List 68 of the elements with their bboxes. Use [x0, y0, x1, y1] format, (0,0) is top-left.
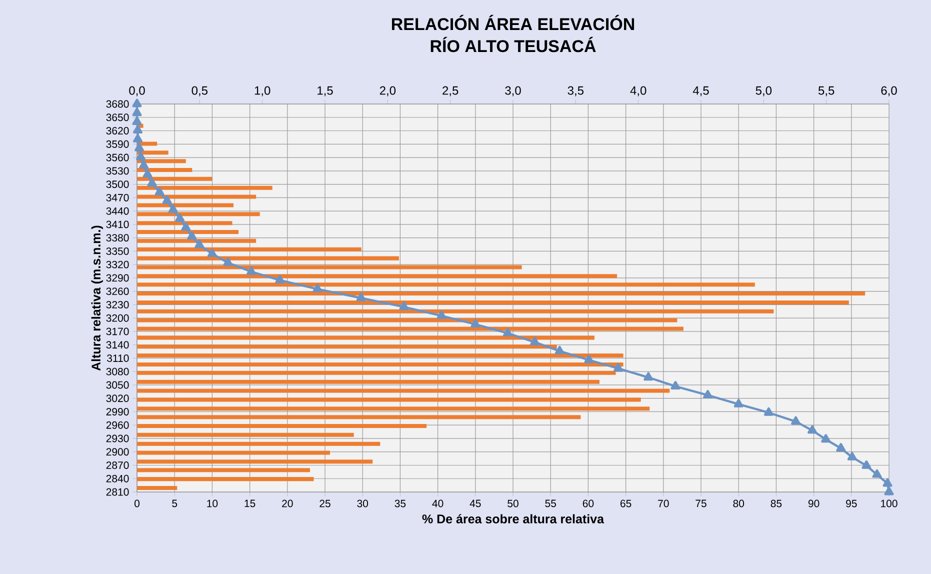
x2-tick-label: 2,5: [442, 86, 458, 96]
y-tick-label: 3320: [106, 260, 129, 268]
x-tick-label: 0: [134, 500, 140, 508]
y-tick-label: 2990: [106, 408, 129, 416]
x-tick-label: 20: [282, 500, 293, 508]
x-tick-label: 55: [545, 500, 556, 508]
x-tick-label: 30: [357, 500, 368, 508]
y-tick-label: 3680: [106, 100, 129, 108]
x2-tick-label: 4,0: [630, 86, 646, 96]
x2-tick-label: 5,0: [756, 86, 772, 96]
y-tick-label: 3140: [106, 341, 129, 349]
x-tick-label: 25: [320, 500, 330, 508]
x2-tick-label: 4,5: [692, 86, 709, 96]
y-tick-label: 2900: [106, 448, 129, 456]
x2-tick-label: 1,0: [254, 86, 270, 96]
y-tick-label: 2870: [106, 462, 129, 469]
y-tick-label: 3290: [106, 274, 129, 282]
chart-subtitle: RÍO ALTO TEUSACÁ: [430, 36, 596, 52]
y-tick-label: 3650: [106, 114, 129, 122]
x-tick-label: 100: [881, 500, 898, 508]
x2-tick-label: 0,0: [129, 86, 145, 96]
y-tick-label: 3440: [106, 207, 129, 215]
x-tick-label: 45: [470, 500, 481, 508]
chart-title: RELACIÓN ÁREA ELEVACIÓN: [392, 14, 634, 30]
y-tick-label: 3200: [106, 314, 129, 322]
y-tick-label: 3110: [107, 354, 129, 362]
y-axis-title: Altura relativa (m.s.n.m.): [91, 226, 103, 371]
y-tick-label: 3230: [106, 300, 129, 308]
y-tick-label: 2960: [106, 421, 129, 429]
x-tick-label: 5: [172, 500, 178, 508]
x-tick-label: 65: [620, 500, 632, 508]
y-tick-label: 2930: [106, 434, 129, 442]
x2-tick-label: 5,5: [818, 86, 834, 96]
x-tick-label: 80: [733, 500, 744, 508]
x-tick-label: 50: [508, 500, 518, 508]
y-tick-label: 3530: [106, 167, 129, 175]
x-tick-label: 95: [846, 500, 857, 508]
y-tick-label: 3410: [106, 220, 129, 228]
x2-tick-label: 1,5: [318, 86, 333, 96]
x-tick-label: 35: [394, 500, 406, 508]
x-axis-title: % De área sobre altura relativa: [422, 514, 604, 524]
x-tick-label: 40: [432, 500, 444, 508]
x-tick-label: 90: [808, 500, 820, 508]
y-tick-label: 3350: [106, 247, 129, 255]
x-tick-label: 10: [207, 500, 218, 508]
x-tick-label: 70: [658, 500, 669, 508]
y-tick-label: 3560: [106, 154, 129, 162]
x-tick-label: 85: [770, 500, 782, 508]
y-tick-label: 3050: [106, 381, 129, 389]
x-tick-label: 75: [696, 500, 706, 508]
x2-tick-label: 0,5: [192, 86, 208, 96]
x-tick-label: 15: [244, 500, 256, 508]
y-tick-label: 3020: [106, 394, 129, 402]
x2-tick-label: 3,0: [505, 86, 521, 96]
x2-tick-label: 2,0: [380, 86, 396, 96]
y-tick-label: 3590: [106, 140, 129, 148]
y-tick-label: 3380: [106, 234, 129, 242]
y-tick-label: 2840: [106, 474, 129, 482]
y-tick-label: 3080: [106, 368, 129, 376]
y-tick-label: 3620: [106, 127, 129, 134]
y-tick-label: 2810: [106, 488, 129, 496]
y-tick-label: 3260: [106, 288, 129, 296]
x-tick-label: 60: [582, 500, 594, 508]
y-tick-label: 3500: [106, 180, 129, 188]
y-tick-label: 3470: [106, 194, 129, 202]
x2-tick-label: 6,0: [881, 86, 897, 96]
x2-tick-label: 3,5: [568, 86, 584, 96]
y-tick-label: 3170: [106, 328, 129, 336]
